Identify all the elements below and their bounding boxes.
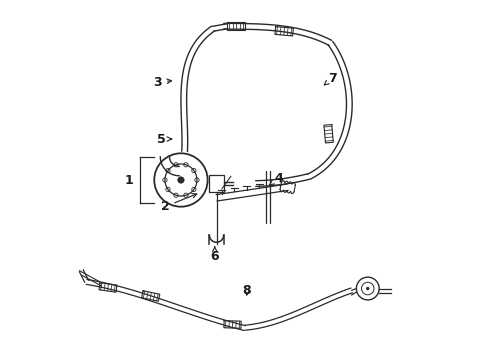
Text: 2: 2 (161, 194, 196, 213)
Circle shape (366, 287, 369, 290)
Text: 5: 5 (157, 132, 172, 145)
Text: 1: 1 (125, 174, 134, 186)
Bar (209, 175, 223, 193)
Text: 8: 8 (243, 284, 251, 297)
Text: 4: 4 (269, 172, 283, 185)
Text: 7: 7 (324, 72, 337, 85)
Text: 6: 6 (210, 247, 219, 263)
Circle shape (178, 177, 184, 183)
Text: 3: 3 (153, 76, 172, 89)
